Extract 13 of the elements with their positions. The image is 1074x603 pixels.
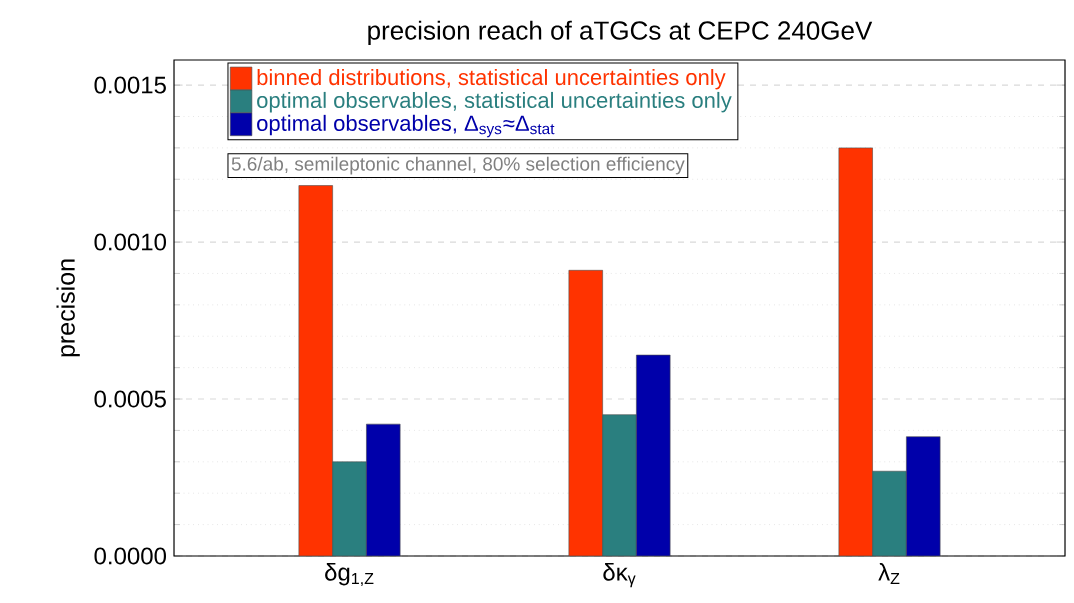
chart-title: precision reach of aTGCs at CEPC 240GeV [368, 20, 873, 45]
y-axis-title: precision [56, 259, 80, 357]
annotation: 5.6/ab, semileptonic channel, 80% selection efficiency [231, 156, 685, 175]
y-tick-label: 0.0010 [94, 233, 167, 251]
legend-label: binned distributions, statistical uncertainties only [257, 68, 726, 90]
legend-label: optimal observables, Δ$_{sys}$≈Δ$_{stat}$ [257, 114, 555, 138]
x-tick-label: λ$_{Z}$ [878, 563, 900, 585]
y-tick-label: 0.0000 [94, 547, 167, 565]
x-tick-label: δg$_{1,Z}$ [325, 563, 374, 587]
y-tick-label: 0.0005 [94, 390, 166, 408]
legend-label: optimal observables, statistical uncertainties only [257, 91, 732, 113]
x-tick-label: δκ$_{γ}$ [603, 563, 636, 588]
y-tick-label: 0.0015 [94, 76, 166, 94]
